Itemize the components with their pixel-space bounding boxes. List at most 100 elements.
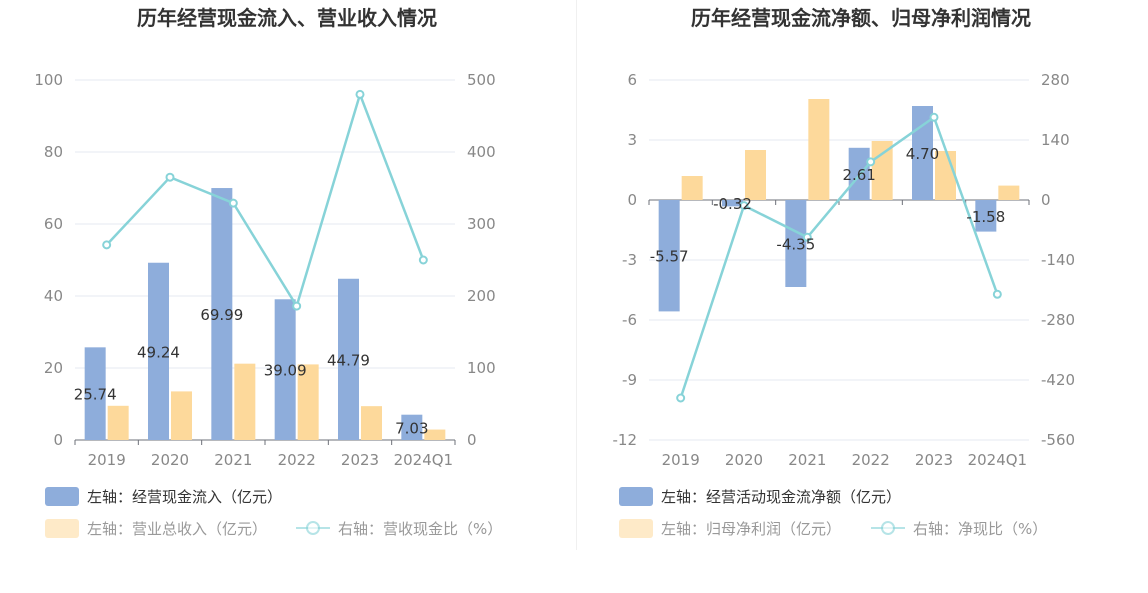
y-right-tick-label: 140 [1041,131,1070,149]
legend-swatch-secondary-bar [619,519,653,538]
legend-swatch-line-marker [881,521,895,535]
line-point [102,240,112,250]
bar-secondary [171,391,192,440]
y-left-tick-label: -3 [622,251,637,269]
y-right-tick-label: 100 [467,359,496,377]
bar-data-label: -5.57 [650,248,689,266]
y-right-tick-label: 0 [1041,191,1051,209]
y-left-tick-label: 6 [627,71,637,89]
legend-label-primary: 左轴：经营现金流入（亿元） [87,488,282,506]
line-point [992,289,1002,299]
x-tick-label: 2023 [341,451,379,469]
y-left-tick-label: 100 [34,71,63,89]
y-left-tick-label: 0 [53,431,63,449]
bar-data-label: 49.24 [137,343,180,361]
x-tick-label: 2024Q1 [394,451,454,469]
y-left-tick-label: 20 [44,359,63,377]
x-tick-label: 2021 [788,451,826,469]
legend-swatch-secondary-bar [45,519,79,538]
bar-primary [785,200,807,287]
cash-inflow-chart: 历年经营现金流入、营业收入情况 0 20 40 60 80 100 0 100 200 300 400… [34,6,502,538]
x-tick-label: 2021 [214,451,252,469]
y-left-tick-label: 60 [44,215,63,233]
bar-secondary [998,185,1020,200]
bar-secondary [234,363,256,440]
line-point [355,89,365,99]
legend: 左轴：经营活动现金流净额（亿元） 左轴：归母净利润（亿元） 右轴：净现比（%） [619,487,1047,538]
x-tick-label: 2019 [88,451,126,469]
y-right-tick-label: -140 [1041,251,1075,269]
legend-label-line: 右轴：净现比（%） [913,520,1047,538]
chart-panel-net-cash-flow: 历年经营现金流净额、归母净利润情况 -12 -9 -6 -3 0 3 6 -560 -420 -28… [574,0,1148,589]
y-right-tick-label: 280 [1041,71,1070,89]
line-series [105,90,425,310]
bar-primary [338,278,359,440]
x-tick-label: 2020 [725,451,763,469]
line-series [679,115,999,399]
bar-data-label: -4.35 [776,236,815,254]
line-point [739,201,749,211]
y-left-tick-label: 40 [44,287,63,305]
bar-primary [975,200,997,232]
bar-data-label: 7.03 [395,419,428,437]
bar-data-label: 69.99 [200,306,243,324]
y-right-tick-label: 0 [467,431,477,449]
bar-secondary [871,141,893,200]
bar-data-label: 39.09 [264,362,307,380]
legend-swatch-primary-bar [45,487,79,506]
y-left-tick-label: 80 [44,143,63,161]
y-left-tick-label: -12 [613,431,638,449]
bar-data-label: 4.70 [906,145,939,163]
chart-panel-cash-inflow: 历年经营现金流入、营业收入情况 0 20 40 60 80 100 0 100 200 300 400… [0,0,574,589]
bar-data-label: -1.58 [966,208,1005,226]
line-point [292,301,302,311]
y-left-tick-label: 0 [627,191,637,209]
bar-primary [84,347,106,440]
bar-secondary [681,176,703,200]
legend: 左轴：经营现金流入（亿元） 左轴：营业总收入（亿元） 右轴：营收现金比（%） [45,487,502,538]
line-point [228,198,238,208]
y-left-tick-label: -6 [622,311,637,329]
x-tick-label: 2019 [662,451,700,469]
bar-primary [401,414,423,440]
y-right-tick-label: 200 [467,287,496,305]
bar-secondary [361,406,382,440]
net-cash-flow-chart: 历年经营现金流净额、归母净利润情况 -12 -9 -6 -3 0 3 6 -560 -420 -28… [613,6,1075,538]
bar-data-label: 44.79 [327,351,370,369]
bar-data-label: 25.74 [74,386,117,404]
y-right-tick-label: 500 [467,71,496,89]
bar-primary [274,299,296,440]
bar-data-label: 2.61 [842,166,875,184]
legend-swatch-primary-bar [619,487,653,506]
line-point [802,232,812,242]
bar-data-label: -0.32 [713,195,752,213]
chart-title: 历年经营现金流净额、归母净利润情况 [691,6,1031,30]
legend-label-primary: 左轴：经营活动现金流净额（亿元） [661,488,901,506]
chart-title: 历年经营现金流入、营业收入情况 [137,6,437,30]
y-right-tick-label: 300 [467,215,496,233]
bar-secondary [808,99,830,200]
bar-secondary [107,405,129,440]
line-point [676,393,686,403]
y-left-tick-label: -9 [622,371,637,389]
y-right-tick-label: -280 [1041,311,1075,329]
panel-divider [576,0,577,550]
legend-swatch-line-marker [306,521,320,535]
line-point [866,157,876,167]
x-tick-label: 2023 [915,451,953,469]
x-tick-label: 2024Q1 [968,451,1028,469]
line-point [165,172,175,182]
legend-label-secondary: 左轴：营业总收入（亿元） [87,520,267,538]
x-tick-label: 2022 [852,451,890,469]
y-right-tick-label: -560 [1041,431,1075,449]
bar-primary [211,188,233,440]
line-point [418,255,428,265]
bar-primary [148,262,169,440]
legend-label-secondary: 左轴：归母净利润（亿元） [661,520,841,538]
y-left-tick-label: 3 [627,131,637,149]
x-tick-label: 2020 [151,451,189,469]
bar-primary [722,200,743,207]
bar-primary [658,200,680,312]
y-right-tick-label: -420 [1041,371,1075,389]
bar-secondary [745,150,766,200]
